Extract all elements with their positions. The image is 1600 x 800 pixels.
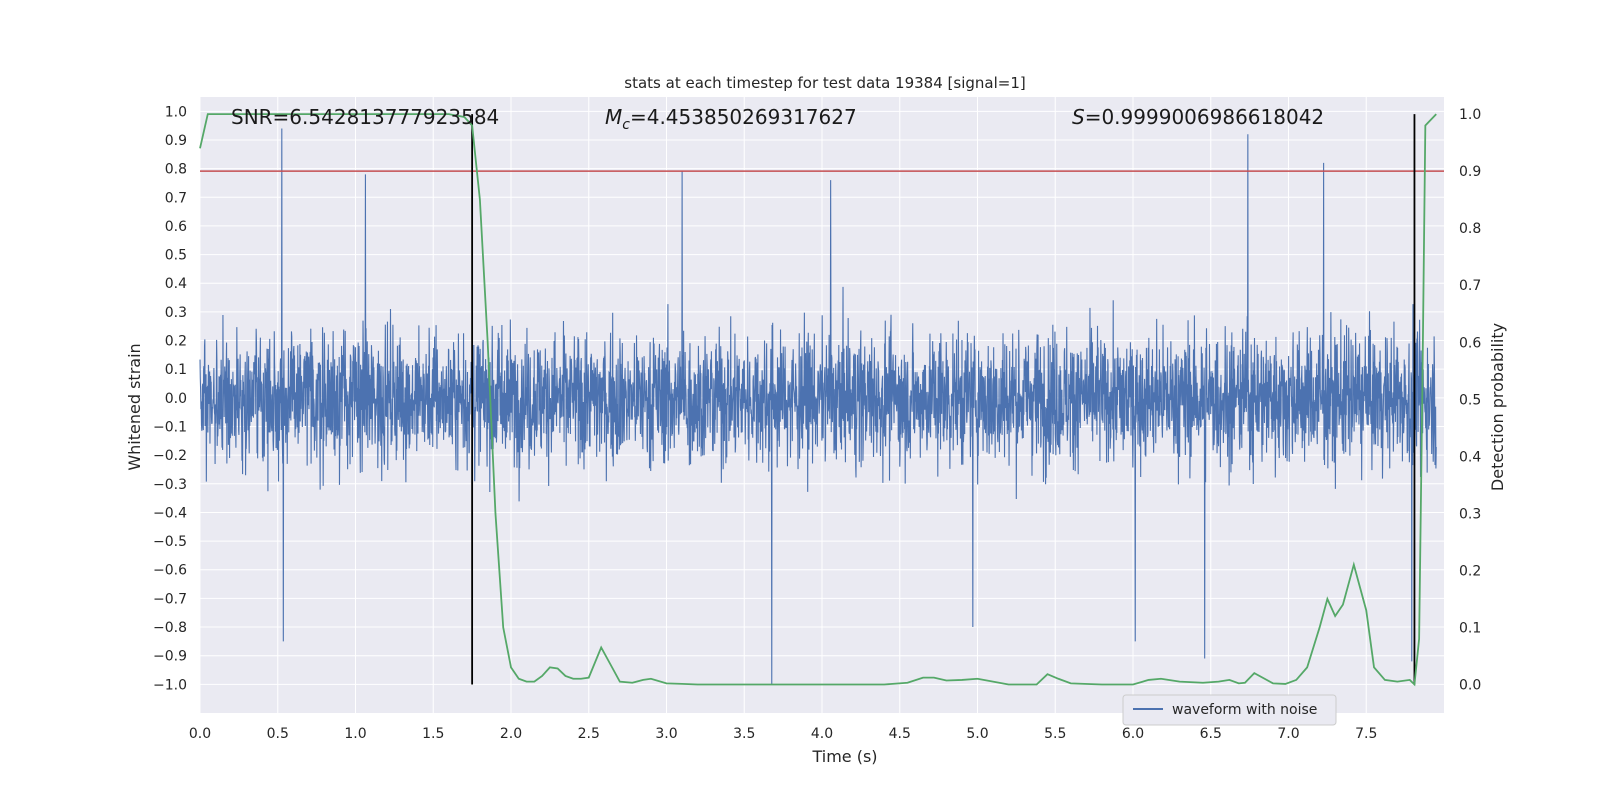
y-right-tick-label: 0.6 [1459, 335, 1481, 351]
y-left-tick-label: −0.9 [153, 649, 187, 665]
y-axis-right-ticks: 1.0 0.9 0.8 0.7 0.6 0.5 0.4 0.3 0.2 0.1 0.0 [1459, 107, 1481, 693]
strain-series [199, 128, 1437, 685]
x-tick-label: 2.0 [500, 726, 522, 742]
chirp-mass-annotation: Mc=4.453850269317627 [605, 105, 857, 133]
s-symbol: S [1072, 105, 1085, 129]
y-right-tick-label: 0.8 [1459, 221, 1481, 237]
y-left-tick-label: −1.0 [153, 677, 187, 693]
y-right-tick-label: 0.5 [1459, 392, 1481, 408]
y-left-tick-label: 0.2 [165, 334, 187, 350]
y-right-tick-label: 0.2 [1459, 563, 1481, 579]
y-left-tick-label: 0.3 [165, 305, 187, 321]
legend-label: waveform with noise [1172, 702, 1317, 718]
y-left-tick-label: 0.0 [165, 391, 187, 407]
y-left-tick-label: −0.2 [153, 448, 187, 464]
x-tick-label: 1.0 [344, 726, 366, 742]
x-tick-label: 1.5 [422, 726, 444, 742]
y-left-tick-label: 0.8 [165, 162, 187, 178]
x-tick-label: 6.5 [1200, 726, 1222, 742]
y-left-tick-label: 0.7 [165, 190, 187, 206]
legend: waveform with noise [1122, 694, 1337, 726]
event-markers [471, 114, 1416, 685]
y-left-tick-label: −0.8 [153, 620, 187, 636]
x-tick-label: 0.0 [189, 726, 211, 742]
y-axis-left-ticks: 1.0 0.9 0.8 0.7 0.6 0.5 0.4 0.3 0.2 0.1 0.0 −0.1 −0.… [153, 104, 187, 693]
y-left-tick-label: −0.6 [153, 563, 187, 579]
s-annotation: S=0.9999006986618042 [1072, 105, 1324, 129]
y-right-tick-label: 0.7 [1459, 278, 1481, 294]
x-tick-label: 7.5 [1355, 726, 1377, 742]
legend-box [1122, 694, 1337, 726]
x-tick-label: 5.0 [966, 726, 988, 742]
x-tick-label: 2.5 [578, 726, 600, 742]
y-right-tick-label: 0.3 [1459, 506, 1481, 522]
y-right-tick-label: 1.0 [1459, 107, 1481, 123]
y-right-tick-label: 0.4 [1459, 449, 1481, 465]
x-tick-label: 3.5 [733, 726, 755, 742]
snr-annotation: SNR=6.542813777923584 [231, 105, 499, 129]
y-left-tick-label: −0.1 [153, 419, 187, 435]
y-left-tick-label: −0.4 [153, 505, 187, 521]
y-left-tick-label: −0.3 [153, 477, 187, 493]
x-tick-label: 5.5 [1044, 726, 1066, 742]
s-value: =0.9999006986618042 [1085, 105, 1324, 129]
x-tick-label: 4.0 [811, 726, 833, 742]
y-left-tick-label: −0.5 [153, 534, 187, 550]
chart-title: stats at each timestep for test data 193… [624, 74, 1025, 92]
y-right-tick-label: 0.1 [1459, 620, 1481, 636]
x-tick-label: 7.0 [1277, 726, 1299, 742]
y-axis-left-label: Whitened strain [125, 343, 144, 470]
x-tick-label: 4.5 [889, 726, 911, 742]
y-left-tick-label: 0.1 [165, 362, 187, 378]
probability-line [199, 113, 1437, 687]
y-axis-right-label: Detection probability [1488, 323, 1507, 491]
mc-symbol: M [605, 105, 622, 129]
mc-value: =4.453850269317627 [630, 105, 857, 129]
y-left-tick-label: 0.4 [165, 276, 187, 292]
x-axis-ticks: 0.0 0.5 1.0 1.5 2.0 2.5 3.0 3.5 4.0 4.5 5.0 5.5 6.0 6… [189, 726, 1378, 742]
y-right-tick-label: 0.9 [1459, 164, 1481, 180]
y-left-tick-label: 0.5 [165, 248, 187, 264]
x-tick-label: 0.5 [267, 726, 289, 742]
y-right-tick-label: 0.0 [1459, 677, 1481, 693]
x-axis-label: Time (s) [811, 747, 877, 766]
x-tick-label: 3.0 [655, 726, 677, 742]
y-left-tick-label: 0.9 [165, 133, 187, 149]
y-left-tick-label: 0.6 [165, 219, 187, 235]
x-tick-label: 6.0 [1122, 726, 1144, 742]
probability-series [199, 113, 1437, 687]
y-left-tick-label: −0.7 [153, 591, 187, 607]
mc-subscript: c [622, 117, 630, 133]
y-left-tick-label: 1.0 [165, 104, 187, 120]
strain-line [199, 128, 1437, 685]
